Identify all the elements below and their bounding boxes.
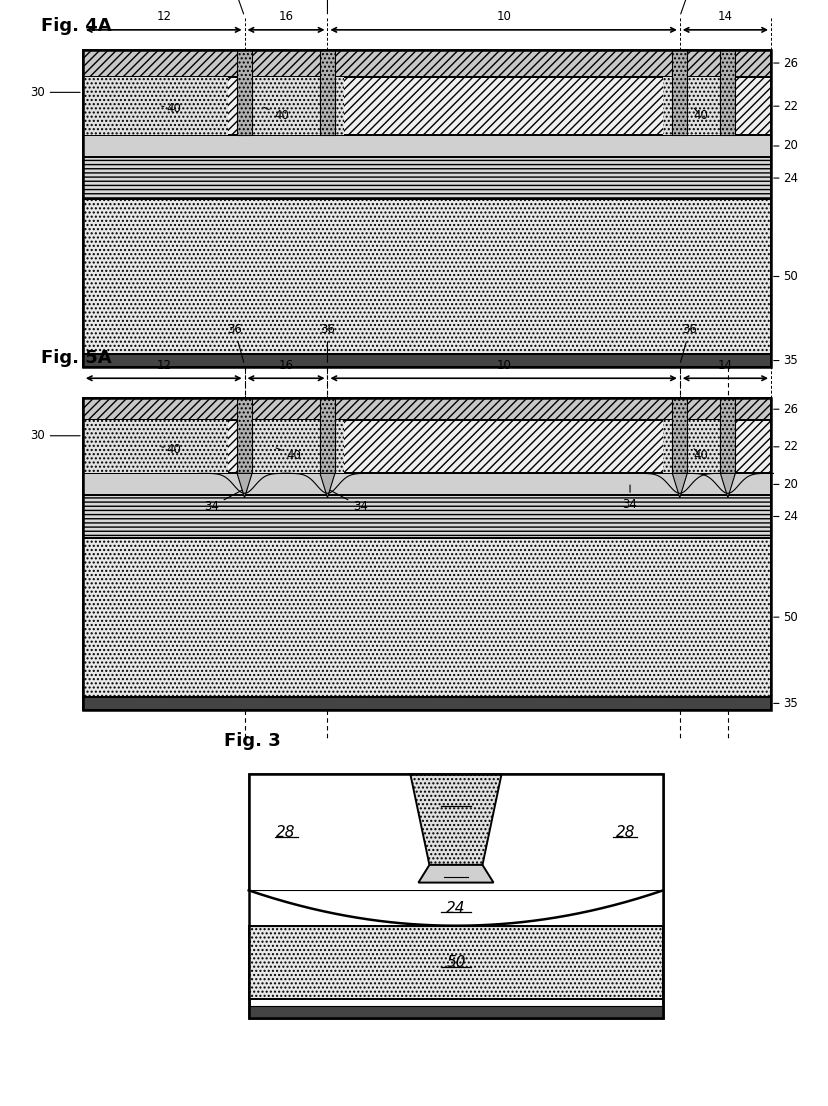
Bar: [83, 697, 770, 710]
Text: 35: 35: [782, 697, 797, 710]
Bar: [248, 890, 662, 926]
Text: 40: 40: [161, 442, 181, 456]
Bar: [320, 50, 335, 135]
Polygon shape: [418, 865, 493, 883]
Polygon shape: [237, 473, 252, 498]
Text: 36: 36: [320, 323, 335, 362]
Bar: [237, 398, 252, 473]
Bar: [672, 50, 686, 135]
Bar: [83, 495, 770, 538]
Text: 24: 24: [782, 510, 797, 523]
Text: 35: 35: [782, 354, 797, 367]
Text: 28: 28: [276, 825, 296, 839]
Bar: [248, 774, 662, 1018]
Bar: [248, 926, 662, 999]
Text: 14: 14: [717, 10, 732, 23]
Text: 40: 40: [692, 449, 707, 462]
Text: 16: 16: [278, 10, 293, 23]
Bar: [320, 398, 335, 473]
Text: Fig. 4A: Fig. 4A: [41, 18, 112, 35]
Text: 20: 20: [446, 867, 465, 880]
Bar: [83, 354, 770, 367]
Bar: [248, 774, 662, 890]
Text: 36: 36: [227, 323, 243, 363]
Text: 34: 34: [330, 490, 368, 513]
Text: 40: 40: [263, 107, 289, 122]
Bar: [83, 473, 770, 495]
Bar: [248, 774, 662, 1018]
Bar: [662, 420, 727, 473]
Text: 30: 30: [30, 429, 80, 442]
Text: 14: 14: [717, 358, 732, 372]
Text: 26: 26: [782, 403, 797, 416]
Polygon shape: [320, 473, 335, 498]
Bar: [83, 398, 770, 420]
Text: 22: 22: [782, 440, 797, 453]
Text: 24: 24: [445, 900, 465, 916]
Text: 40: 40: [692, 108, 707, 122]
Text: 30: 30: [30, 86, 80, 98]
Bar: [244, 420, 344, 473]
Bar: [83, 420, 770, 473]
Text: 28: 28: [615, 825, 635, 839]
Bar: [248, 1006, 662, 1018]
Bar: [237, 50, 252, 135]
Text: 12: 12: [156, 358, 171, 372]
Text: 34: 34: [204, 490, 242, 513]
Text: 34: 34: [622, 486, 637, 511]
Text: 10: 10: [496, 358, 510, 372]
Text: 40: 40: [161, 102, 181, 115]
Text: 24: 24: [782, 171, 797, 185]
Text: 32: 32: [680, 0, 699, 14]
Text: 10: 10: [496, 10, 510, 23]
Text: 50: 50: [445, 954, 465, 970]
Bar: [720, 50, 734, 135]
Bar: [83, 50, 770, 77]
Text: 22: 22: [782, 100, 797, 113]
Bar: [83, 538, 770, 697]
Text: 12: 12: [156, 10, 171, 23]
Bar: [720, 398, 734, 473]
Bar: [83, 77, 770, 135]
Polygon shape: [720, 473, 734, 498]
Text: 50: 50: [782, 611, 797, 624]
Bar: [662, 77, 727, 135]
Text: Fig. 5A: Fig. 5A: [41, 349, 112, 367]
Bar: [83, 157, 770, 199]
Text: 26: 26: [782, 56, 797, 70]
Text: 40: 40: [276, 448, 301, 462]
Text: 16: 16: [278, 358, 293, 372]
Bar: [83, 420, 228, 473]
Polygon shape: [672, 473, 686, 498]
Bar: [83, 398, 770, 710]
Bar: [672, 398, 686, 473]
Bar: [83, 50, 770, 367]
Polygon shape: [248, 890, 662, 926]
Text: 20: 20: [782, 139, 797, 153]
Text: 50: 50: [782, 270, 797, 283]
Bar: [83, 135, 770, 157]
Polygon shape: [410, 774, 501, 865]
Text: Fig. 3: Fig. 3: [224, 732, 280, 750]
Text: 40: 40: [445, 794, 465, 810]
Bar: [83, 77, 228, 135]
Bar: [83, 199, 770, 354]
Bar: [244, 77, 344, 135]
Text: 36: 36: [680, 323, 696, 363]
Text: 20: 20: [782, 478, 797, 491]
Text: 32: 32: [320, 0, 335, 13]
Text: 32: 32: [224, 0, 243, 14]
